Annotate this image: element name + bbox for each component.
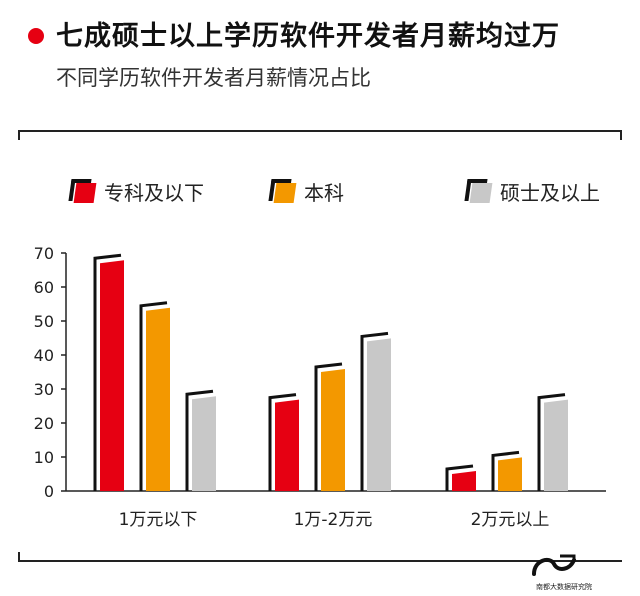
- y-tick-label: 10: [34, 448, 54, 467]
- bar-shadow: [93, 253, 122, 491]
- logo-text: 南都大数据研究院: [536, 583, 592, 591]
- legend-item-shuoshi: 硕士及以上: [464, 176, 600, 206]
- y-tick-label: 50: [34, 312, 54, 331]
- legend-item-zhuanke: 专科及以下: [68, 176, 204, 206]
- y-tick-label: 0: [44, 482, 54, 501]
- bar-shadow: [268, 393, 297, 491]
- bar: [192, 396, 216, 491]
- chart-frame: [18, 130, 622, 562]
- legend-label: 本科: [304, 180, 344, 205]
- page-title: 七成硕士以上学历软件开发者月薪均过万: [56, 21, 560, 52]
- bar-shadow: [139, 301, 168, 491]
- bar: [321, 369, 345, 491]
- bar-shadow: [537, 393, 566, 491]
- y-tick-label: 40: [34, 346, 54, 365]
- logo-icon: [532, 554, 576, 576]
- bar-shadow: [491, 450, 520, 491]
- bar-shadow: [314, 362, 343, 491]
- bar-shadow: [360, 331, 389, 491]
- bar-shadow: [445, 464, 474, 491]
- bar: [544, 399, 568, 491]
- title-bullet: [28, 28, 44, 44]
- bar: [275, 399, 299, 491]
- bar: [146, 307, 170, 491]
- y-tick-label: 60: [34, 278, 54, 297]
- y-tick-label: 70: [34, 244, 54, 263]
- x-tick-label: 1万元以下: [119, 510, 198, 530]
- bar: [100, 260, 124, 491]
- y-tick-label: 20: [34, 414, 54, 433]
- legend-item-benke: 本科: [268, 176, 344, 206]
- legend-label: 硕士及以上: [500, 180, 600, 205]
- y-tick-label: 30: [34, 380, 54, 399]
- bar: [367, 338, 391, 491]
- legend-label: 专科及以下: [104, 180, 204, 205]
- x-tick-label: 2万元以上: [471, 510, 550, 530]
- bar: [498, 457, 522, 491]
- x-tick-label: 1万-2万元: [294, 510, 373, 530]
- bar-shadow: [185, 389, 214, 491]
- page-subtitle: 不同学历软件开发者月薪情况占比: [56, 66, 371, 90]
- bar: [452, 471, 476, 491]
